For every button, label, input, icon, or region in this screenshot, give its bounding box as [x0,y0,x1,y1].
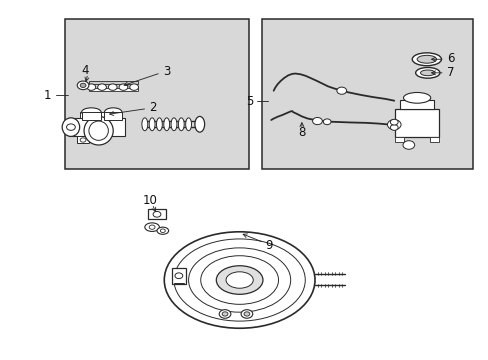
Ellipse shape [225,272,253,288]
Ellipse shape [415,67,439,78]
Text: 7: 7 [446,66,453,78]
Circle shape [160,229,165,233]
Circle shape [389,119,397,125]
Circle shape [108,84,117,90]
Text: 3: 3 [163,65,170,78]
Bar [394,137,403,143]
Ellipse shape [195,116,204,132]
Bar [104,112,122,120]
Ellipse shape [416,55,436,63]
Circle shape [402,141,414,149]
Circle shape [389,125,397,130]
Ellipse shape [216,266,263,294]
Bar [429,137,438,143]
Ellipse shape [89,121,108,140]
Ellipse shape [403,93,430,103]
Ellipse shape [149,118,155,131]
Ellipse shape [178,118,184,131]
Text: 5: 5 [245,95,252,108]
Text: 10: 10 [142,194,157,207]
Circle shape [323,119,330,125]
Text: 6: 6 [446,52,453,65]
Circle shape [77,81,89,90]
Circle shape [149,225,155,229]
Ellipse shape [201,256,278,304]
Bar [89,81,137,84]
Bar [81,112,101,120]
Circle shape [80,83,86,87]
Ellipse shape [142,118,147,131]
Bar [261,19,472,169]
Ellipse shape [171,118,177,131]
Bar [69,118,125,136]
Bar [89,88,137,91]
Circle shape [219,310,230,318]
Circle shape [312,117,322,125]
Ellipse shape [411,53,441,66]
Circle shape [222,312,227,316]
Ellipse shape [81,108,101,116]
Ellipse shape [144,223,159,231]
Ellipse shape [188,248,290,312]
Bar [77,136,89,143]
Text: 4: 4 [81,64,89,77]
Text: 9: 9 [264,239,272,252]
Text: 8: 8 [298,126,305,139]
Circle shape [66,124,75,130]
Ellipse shape [420,70,434,76]
Ellipse shape [156,118,162,131]
Circle shape [80,138,86,142]
Circle shape [336,87,346,94]
Bar [394,109,438,137]
Ellipse shape [163,118,169,131]
Circle shape [87,84,96,90]
Circle shape [129,84,138,90]
Ellipse shape [164,232,314,328]
Circle shape [119,84,127,90]
Circle shape [153,211,161,217]
Bar [171,267,186,284]
Ellipse shape [185,118,191,131]
Circle shape [175,273,183,279]
Bar [97,112,107,118]
Ellipse shape [157,227,168,234]
Bar [64,19,249,169]
Bar [148,209,165,219]
Ellipse shape [62,118,80,136]
Bar [80,112,91,118]
Circle shape [386,120,400,130]
Circle shape [244,312,249,316]
Circle shape [241,310,252,318]
Bar [399,100,433,109]
Text: 2: 2 [149,102,157,114]
Ellipse shape [174,239,305,321]
Ellipse shape [104,108,122,116]
Text: 1: 1 [44,89,51,102]
Circle shape [98,84,106,90]
Ellipse shape [84,116,113,145]
